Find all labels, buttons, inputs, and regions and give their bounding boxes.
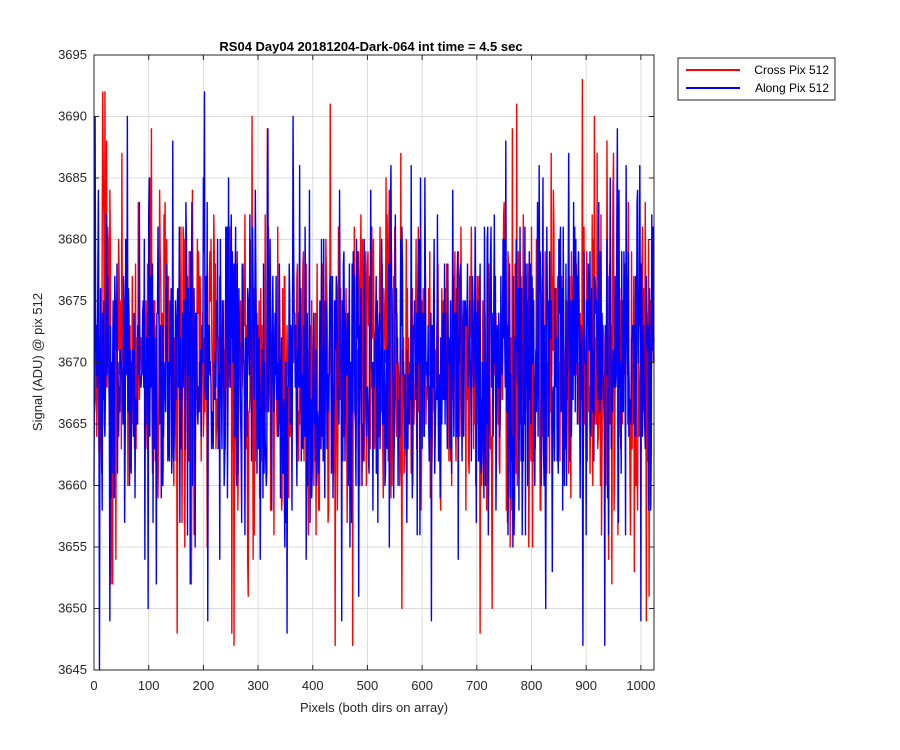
y-tick-label: 3690: [58, 109, 87, 124]
y-tick-label: 3650: [58, 601, 87, 616]
legend-label-cross: Cross Pix 512: [754, 63, 829, 77]
x-tick-label: 1000: [626, 678, 655, 693]
y-tick-label: 3645: [58, 662, 87, 677]
y-tick-label: 3685: [58, 170, 87, 185]
legend: Cross Pix 512 Along Pix 512: [677, 57, 836, 101]
y-tick-label: 3665: [58, 416, 87, 431]
legend-box: [677, 57, 836, 101]
legend-label-along: Along Pix 512: [755, 81, 829, 95]
y-tick-label: 3655: [58, 539, 87, 554]
x-axis-label: Pixels (both dirs on array): [300, 700, 448, 715]
x-tick-label: 300: [247, 678, 269, 693]
x-tick-label: 200: [193, 678, 215, 693]
x-tick-label: 800: [521, 678, 543, 693]
y-axis-label: Signal (ADU) @ pix 512: [30, 293, 45, 431]
series-line-along-pix-512: [93, 91, 655, 671]
y-tick-label: 3675: [58, 293, 87, 308]
series-layer: [93, 78, 655, 671]
x-tick-label: 600: [411, 678, 433, 693]
x-tick-label: 900: [575, 678, 597, 693]
y-tick-label: 3680: [58, 232, 87, 247]
x-tick-label: 500: [357, 678, 379, 693]
x-tick-label: 400: [302, 678, 324, 693]
axis-ticks: 0 100 200 300 400 500 600 700 800 900 1000 3645 3650…: [58, 47, 655, 693]
y-tick-label: 3660: [58, 478, 87, 493]
y-tick-label: 3670: [58, 355, 87, 370]
x-tick-label: 0: [90, 678, 97, 693]
chart-title: RS04 Day04 20181204-Dark-064 int time = …: [219, 39, 522, 54]
x-tick-label: 700: [466, 678, 488, 693]
x-tick-label: 100: [138, 678, 160, 693]
y-tick-label: 3695: [58, 47, 87, 62]
